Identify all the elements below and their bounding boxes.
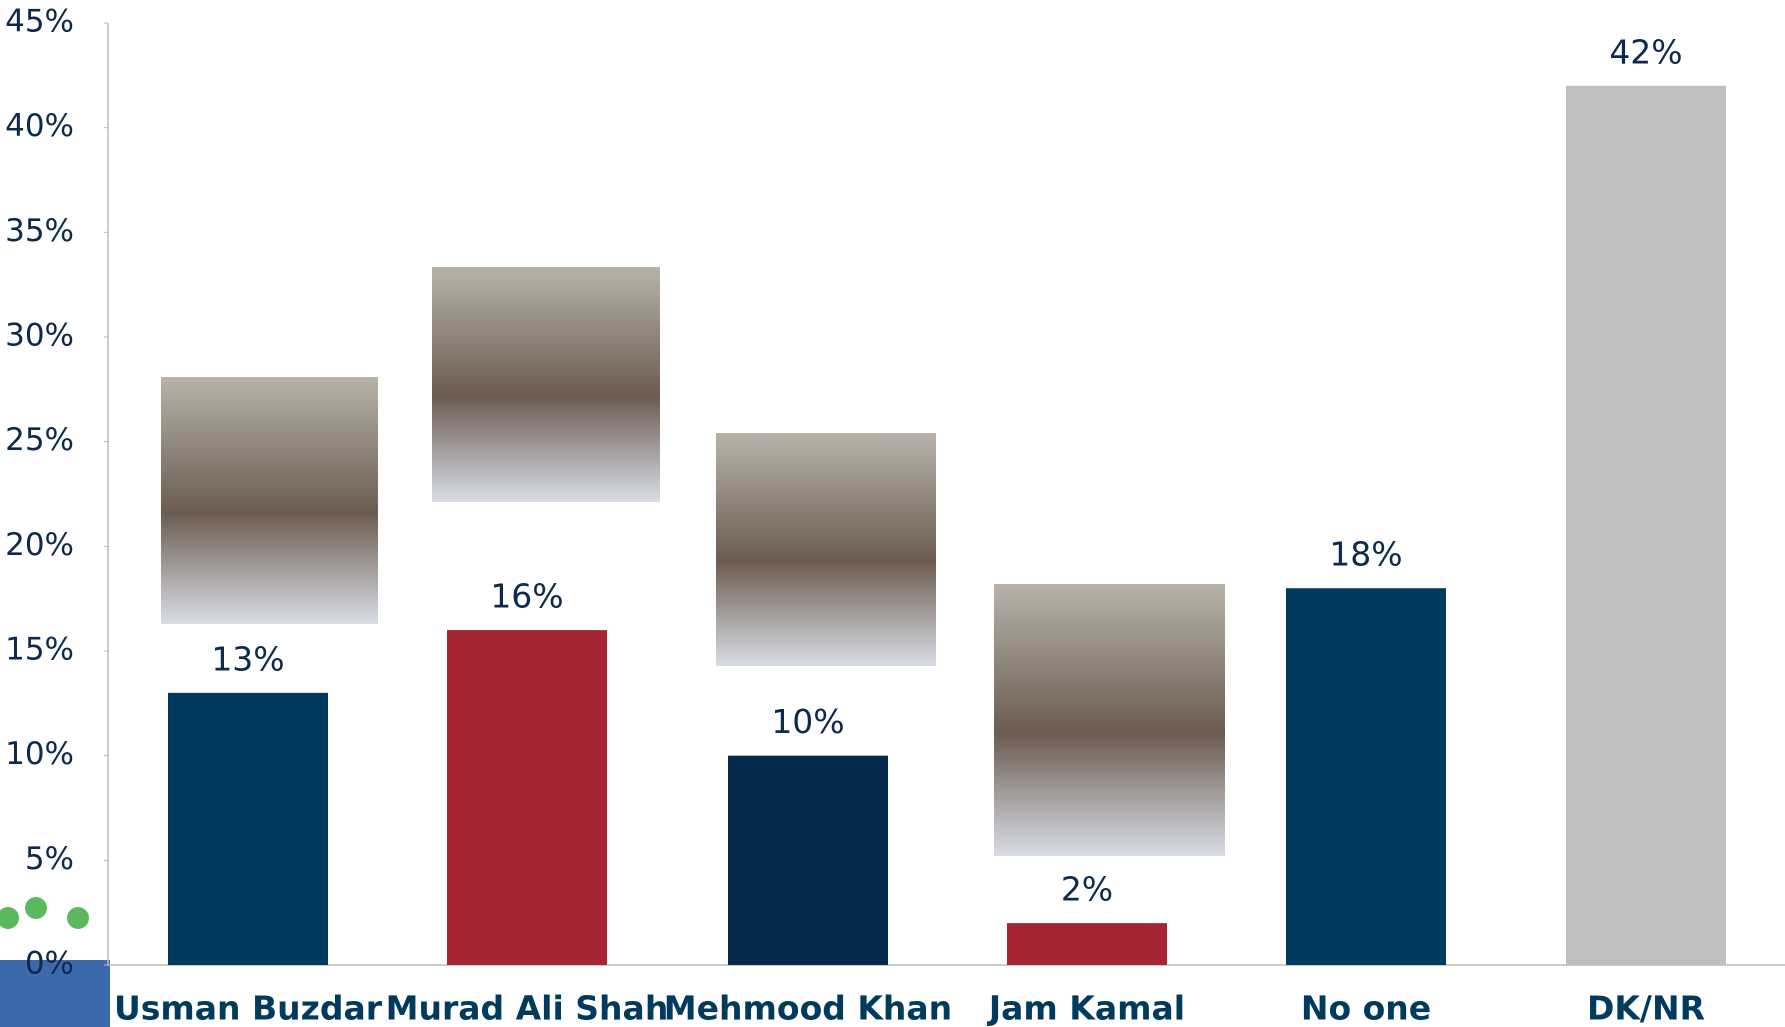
bar [1007,923,1167,965]
photo [432,267,660,502]
x-tick-label: Jam Kamal [987,989,1185,1027]
page: 0% 5% 10% 15% 20% 25% 30% 35% 40% 45% 13% Usman Buz… [0,0,1785,1027]
value-label: 16% [490,577,563,616]
x-tick-label: Murad Ali Shah [386,989,669,1027]
bar [1566,86,1726,965]
y-tick-label: 35% [5,213,74,249]
x-tick-label: No one [1301,989,1431,1027]
photo [994,584,1225,856]
value-label: 42% [1609,32,1682,71]
bar [1286,588,1446,965]
chart: 0% 5% 10% 15% 20% 25% 30% 35% 40% 45% 13% Usman Buz… [0,0,1785,1027]
y-tick-label: 25% [5,422,74,458]
photo [716,433,936,666]
y-tick-label: 20% [5,527,74,563]
y-tick-label: 5% [25,841,74,877]
y-tick-label: 40% [5,108,74,144]
y-tick-label: 30% [5,318,74,354]
y-tick-label: 15% [5,632,74,668]
bar [168,693,328,965]
bar [447,630,607,965]
y-tick-label: 0% [25,946,74,982]
y-tick-label: 45% [5,4,74,40]
bar [728,756,888,965]
value-label: 18% [1329,535,1402,574]
value-label: 10% [771,702,844,741]
value-label: 2% [1061,870,1113,909]
x-tick-label: Mehmood Khan [664,989,952,1027]
x-tick-label: DK/NR [1587,989,1705,1027]
value-label: 13% [211,639,284,678]
photo [161,377,378,624]
x-tick-label: Usman Buzdar [114,989,383,1027]
y-tick-label: 10% [5,736,74,772]
